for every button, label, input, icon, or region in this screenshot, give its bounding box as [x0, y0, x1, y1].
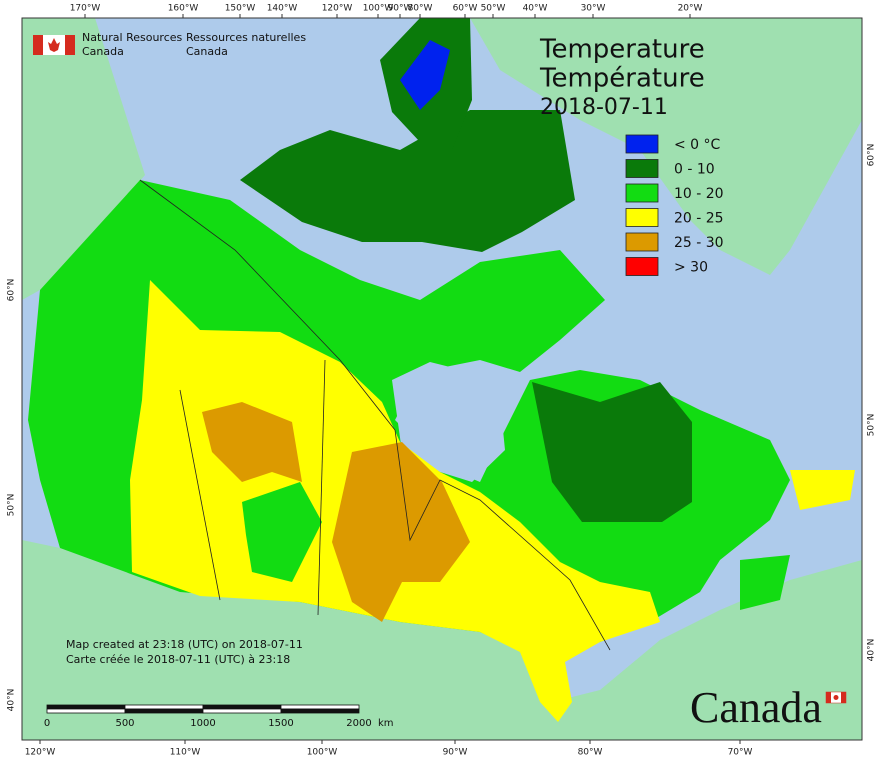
- scale-label: 500: [115, 718, 134, 729]
- agency-name: Ressources naturelles: [186, 31, 306, 44]
- top-tick-label: 120°W: [322, 4, 353, 14]
- scale-segment: [202, 704, 282, 710]
- maple-leaf: [48, 38, 60, 52]
- scale-label: 1000: [190, 718, 215, 729]
- nrcan-logo: [33, 35, 75, 55]
- map-area: [22, 18, 862, 740]
- legend-swatch: [625, 257, 659, 276]
- arctic-islands: [240, 110, 575, 252]
- scale-segment: [124, 708, 204, 714]
- left-tick-label: 60°N: [7, 279, 17, 302]
- top-tick-label: 40°W: [523, 4, 548, 14]
- hudson-bay: [392, 362, 505, 482]
- legend-swatch: [625, 134, 659, 154]
- title-line: 2018-07-11: [540, 95, 668, 120]
- scale-segment: [46, 704, 126, 710]
- quebec-boreal: [532, 382, 692, 522]
- left-tick-label: 40°N: [7, 689, 17, 712]
- scale-segment: [280, 704, 360, 710]
- top-tick-label: 60°W: [453, 4, 478, 14]
- top-tick-label: 90°W: [388, 4, 413, 14]
- legend-label: 25 - 30: [674, 235, 724, 251]
- legend-label: 20 - 25: [674, 211, 724, 227]
- flag-bar: [33, 35, 43, 55]
- legend-swatch: [625, 183, 659, 203]
- wordmark: Canada: [690, 683, 822, 732]
- legend-label: < 0 °C: [674, 137, 721, 153]
- top-tick-label: 140°W: [267, 4, 298, 14]
- right-tick-label: 60°N: [867, 144, 877, 167]
- bottom-tick-label: 100°W: [307, 748, 338, 758]
- green-patch: [242, 482, 322, 582]
- scale-label: 0: [44, 718, 50, 729]
- scale-label: 1500: [268, 718, 293, 729]
- agency-name: Natural Resources: [82, 31, 183, 44]
- provincial-border: [139, 179, 611, 651]
- ice-cap: [400, 40, 450, 110]
- agency-name: Canada: [82, 45, 124, 58]
- scale-label: 2000: [346, 718, 371, 729]
- top-tick-label: 30°W: [581, 4, 606, 14]
- scale-segment: [202, 708, 282, 714]
- title-line: Temperature: [539, 35, 705, 65]
- flag-bar: [65, 35, 75, 55]
- legend-swatch: [625, 208, 659, 227]
- bottom-tick-label: 90°W: [443, 748, 468, 758]
- wordmark-flag-leaf: [833, 695, 839, 700]
- legend-swatch: [625, 232, 659, 252]
- bottom-tick-label: 120°W: [25, 748, 56, 758]
- agency-name: Canada: [186, 45, 228, 58]
- usa: [22, 540, 862, 740]
- right-tick-label: 50°N: [867, 414, 877, 437]
- top-tick-label: 150°W: [225, 4, 256, 14]
- bottom-tick-label: 70°W: [728, 748, 753, 758]
- map-note: Map created at 23:18 (UTC) on 2018-07-11: [66, 638, 303, 651]
- scale-unit: km: [378, 718, 394, 729]
- top-tick-label: 80°W: [408, 4, 433, 14]
- scale-segment: [46, 708, 126, 714]
- alaska: [22, 18, 145, 300]
- top-tick-label: 50°W: [481, 4, 506, 14]
- wordmark-flag-bar: [841, 692, 846, 703]
- provincial-border: [179, 389, 221, 601]
- right-tick-label: 40°N: [867, 639, 877, 662]
- map-note: Carte créée le 2018-07-11 (UTC) à 23:18: [66, 653, 290, 666]
- warm-patch: [202, 402, 302, 482]
- bottom-tick-label: 110°W: [170, 748, 201, 758]
- left-tick-label: 50°N: [7, 494, 17, 517]
- wordmark-flag-bar: [826, 692, 831, 703]
- map-frame: [21, 17, 863, 741]
- top-tick-label: 160°W: [168, 4, 199, 14]
- legend-label: > 30: [674, 260, 708, 276]
- newfoundland: [790, 470, 855, 510]
- greenland: [470, 18, 862, 275]
- provincial-border: [317, 359, 326, 616]
- scale-segment: [124, 704, 204, 710]
- scale-segment: [280, 708, 360, 714]
- maritimes: [740, 555, 790, 610]
- top-tick-label: 20°W: [678, 4, 703, 14]
- bottom-tick-label: 80°W: [578, 748, 603, 758]
- title-line: Température: [539, 64, 705, 94]
- top-tick-label: 100°W: [363, 4, 394, 14]
- top-tick-label: 170°W: [70, 4, 101, 14]
- legend-swatch: [625, 159, 659, 178]
- legend-label: 0 - 10: [674, 162, 715, 178]
- warm-patch: [332, 442, 470, 622]
- legend-label: 10 - 20: [674, 186, 724, 202]
